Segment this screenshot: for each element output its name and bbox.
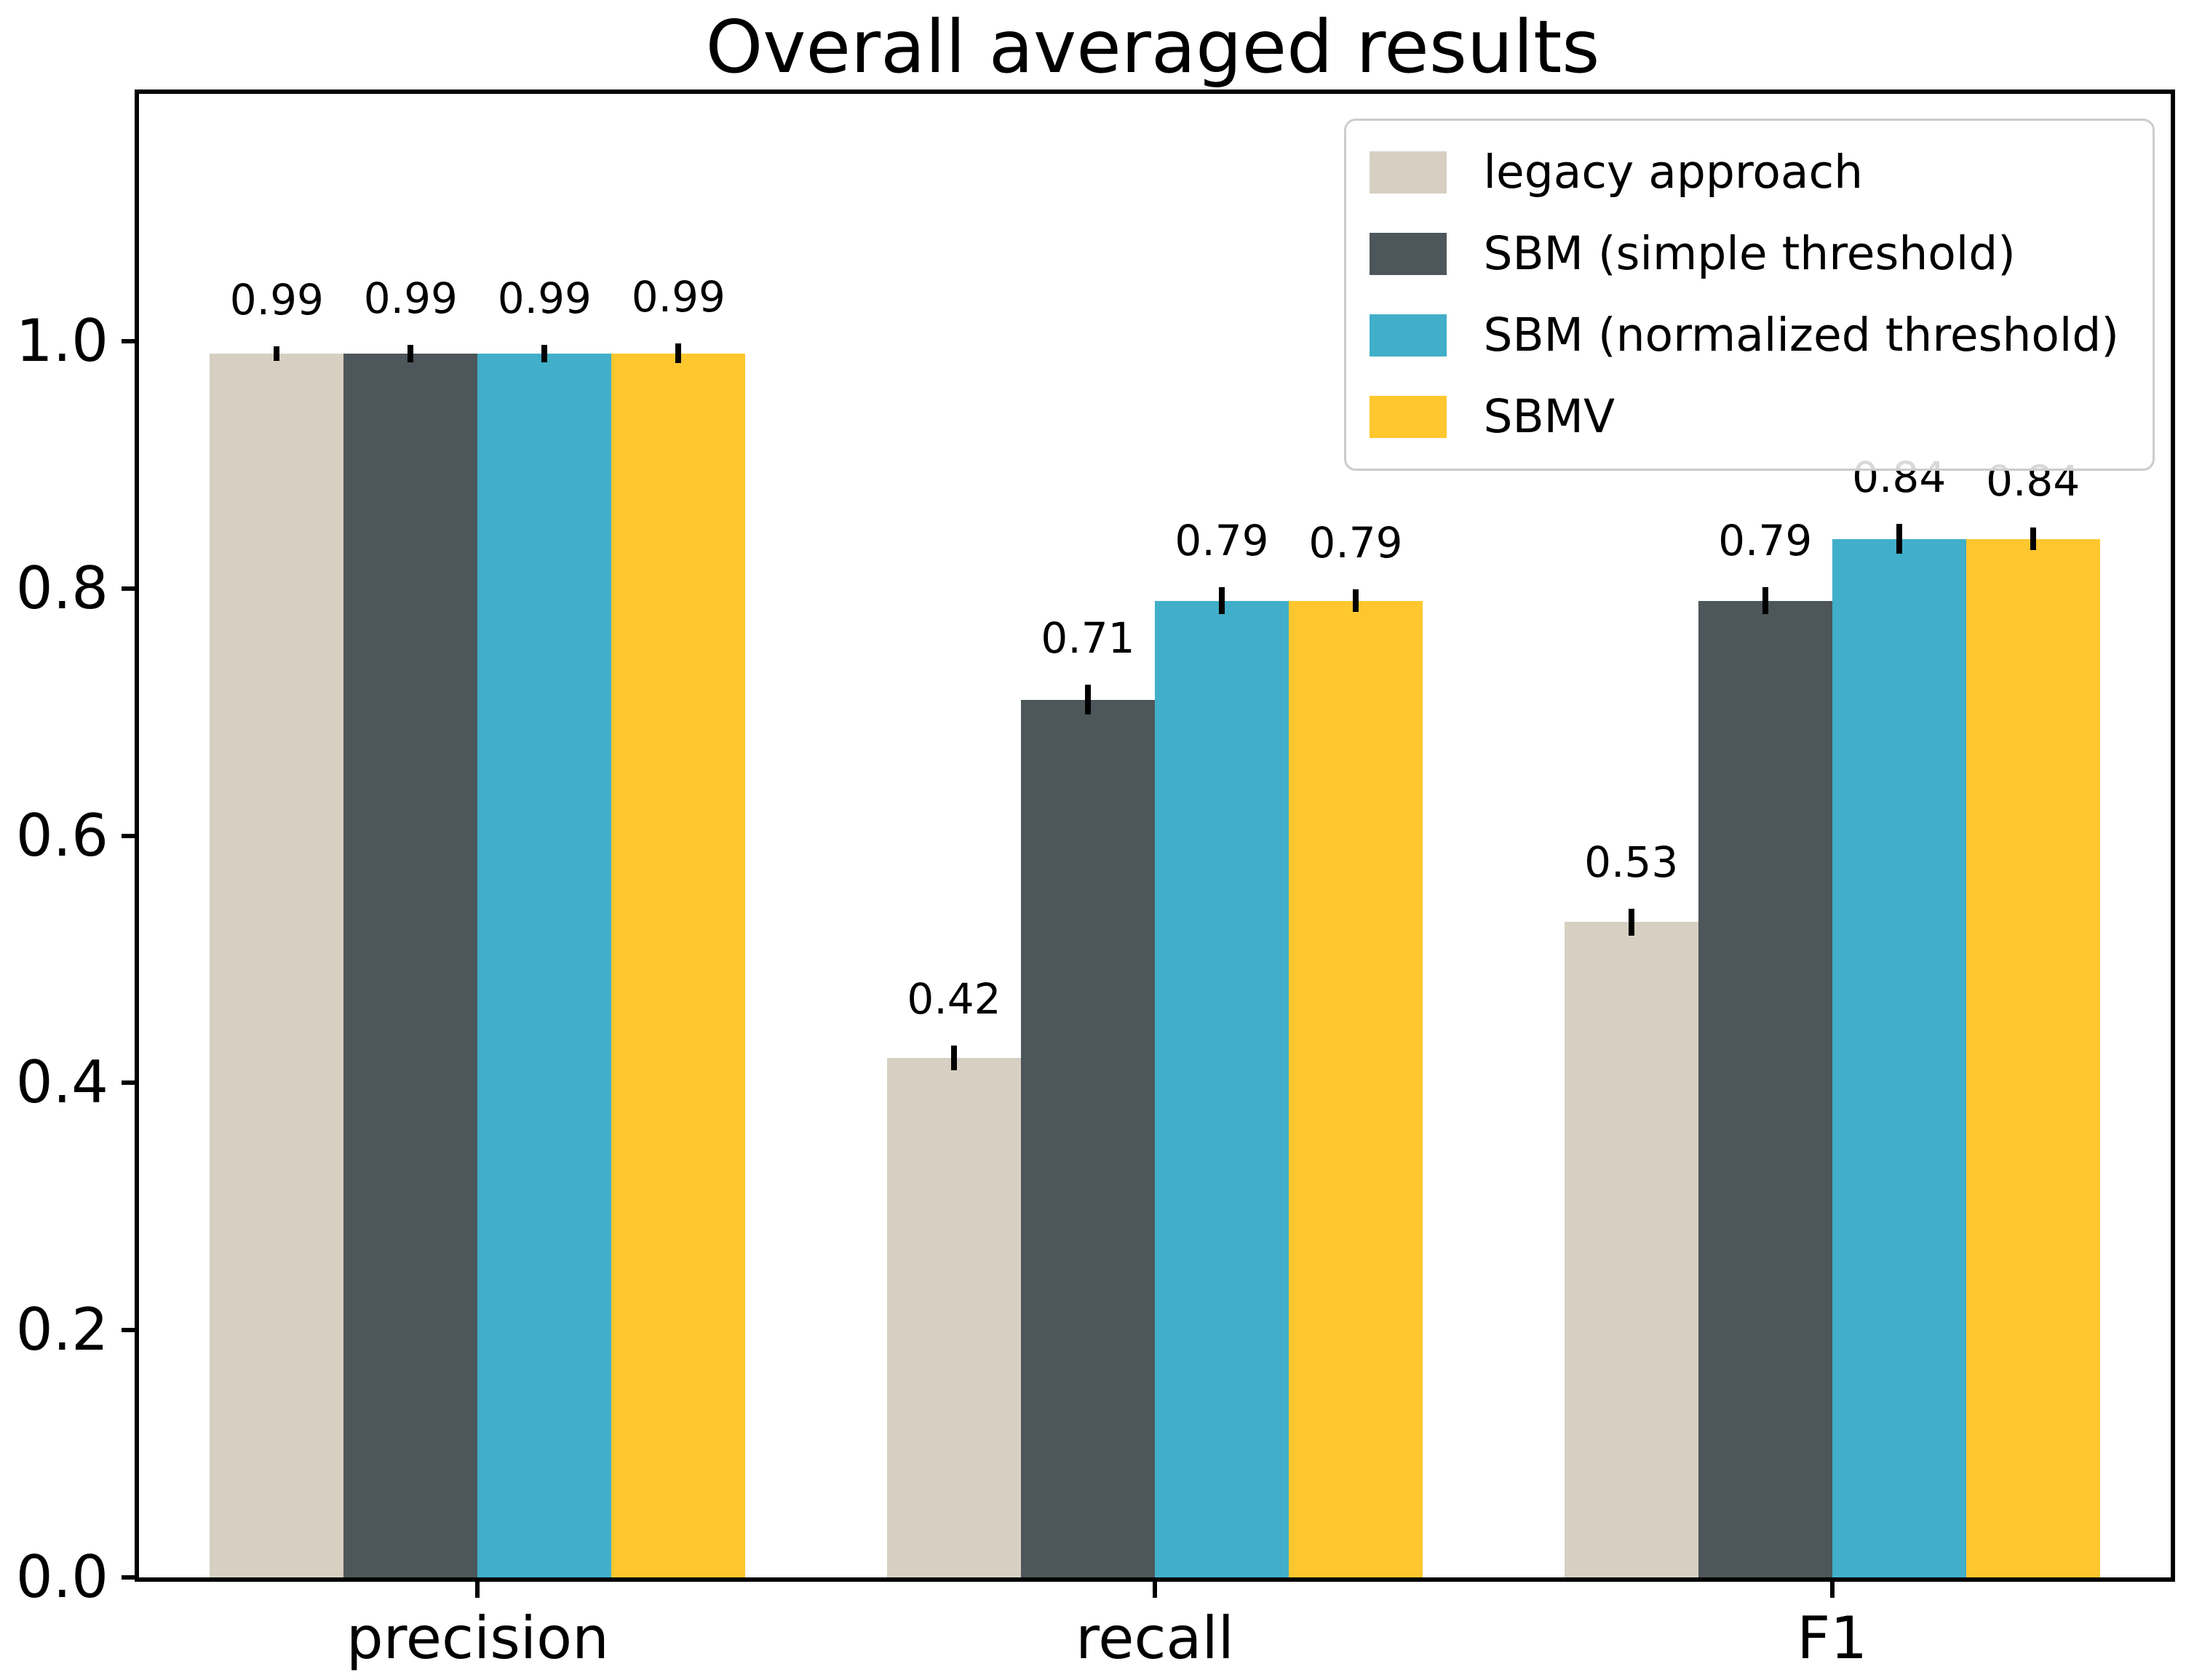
legend-row-2: SBM (normalized threshold): [1370, 308, 2119, 362]
plot-area: 0.99 0.42 0.53 0.99 0.71 0.79 0.99 0.79 0.84 0.99…: [135, 89, 2175, 1582]
bar-value-label: 0.99: [631, 272, 726, 322]
bar-value-label: 0.79: [1174, 515, 1269, 565]
legend-label: legacy approach: [1483, 146, 1864, 199]
bar-recall-s2: [1155, 600, 1289, 1577]
y-tick-label: 0.0: [15, 1543, 108, 1611]
legend-label: SBM (simple threshold): [1483, 227, 2016, 280]
legend-row-3: SBMV: [1370, 390, 2119, 444]
bar-F1-s1: [1698, 600, 1832, 1577]
y-tick-mark: [122, 586, 138, 591]
y-tick-mark: [122, 338, 138, 343]
error-bar: [1353, 589, 1359, 612]
bar-value-label: 0.71: [1041, 613, 1135, 664]
bar-F1-s2: [1832, 538, 1966, 1577]
bar-F1-s0: [1564, 922, 1698, 1577]
y-tick-label: 1.0: [15, 306, 108, 375]
bar-precision-s0: [210, 353, 344, 1577]
y-tick-mark: [122, 1080, 138, 1086]
error-bar: [408, 344, 414, 362]
x-tick-label-F1: F1: [1797, 1604, 1868, 1672]
bar-value-label: 0.42: [907, 974, 1001, 1024]
bar-value-label: 0.99: [497, 273, 592, 323]
y-tick-mark: [122, 833, 138, 838]
y-tick-label: 0.4: [15, 1048, 108, 1117]
bar-F1-s3: [1966, 538, 2100, 1577]
bar-precision-s1: [343, 353, 478, 1577]
error-bar: [541, 344, 548, 362]
error-bar: [1628, 908, 1634, 936]
y-tick-label: 0.6: [15, 801, 108, 869]
legend: legacy approach SBM (simple threshold) SBM…: [1344, 119, 2155, 471]
y-tick-label: 0.2: [15, 1296, 108, 1364]
bar-precision-s2: [477, 353, 612, 1577]
bar-value-label: 0.79: [1718, 515, 1813, 565]
bar-recall-s1: [1021, 699, 1155, 1577]
bar-value-label: 0.79: [1308, 518, 1403, 568]
error-bar: [675, 343, 682, 364]
legend-label: SBMV: [1483, 390, 1615, 443]
legend-swatch: [1370, 396, 1447, 438]
legend-swatch: [1370, 314, 1447, 357]
error-bar: [2030, 528, 2036, 550]
error-bar: [1219, 586, 1225, 615]
error-bar: [1085, 685, 1091, 714]
error-bar: [1896, 524, 1902, 554]
legend-swatch: [1370, 151, 1447, 194]
x-tick-mark: [1829, 1582, 1835, 1598]
legend-row-0: legacy approach: [1370, 146, 2119, 199]
y-tick-label: 0.8: [15, 554, 108, 622]
bar-value-label: 0.99: [363, 273, 458, 323]
bar-recall-s0: [887, 1058, 1021, 1577]
bar-value-label: 0.99: [229, 274, 324, 325]
chart-title: Overall averaged results: [705, 4, 1600, 89]
y-tick-mark: [122, 1575, 138, 1580]
x-tick-label-recall: recall: [1076, 1604, 1234, 1672]
bar-value-label: 0.53: [1584, 837, 1679, 887]
legend-label: SBM (normalized threshold): [1483, 308, 2119, 362]
x-tick-mark: [475, 1582, 480, 1598]
y-tick-mark: [122, 1328, 138, 1333]
error-bar: [951, 1046, 957, 1071]
bar-recall-s3: [1289, 600, 1423, 1577]
x-tick-label-precision: precision: [346, 1604, 609, 1672]
legend-row-1: SBM (simple threshold): [1370, 227, 2119, 281]
error-bar: [274, 346, 280, 361]
error-bar: [1762, 586, 1768, 615]
bar-precision-s3: [611, 353, 746, 1577]
x-tick-mark: [1153, 1582, 1157, 1598]
legend-swatch: [1370, 233, 1447, 275]
